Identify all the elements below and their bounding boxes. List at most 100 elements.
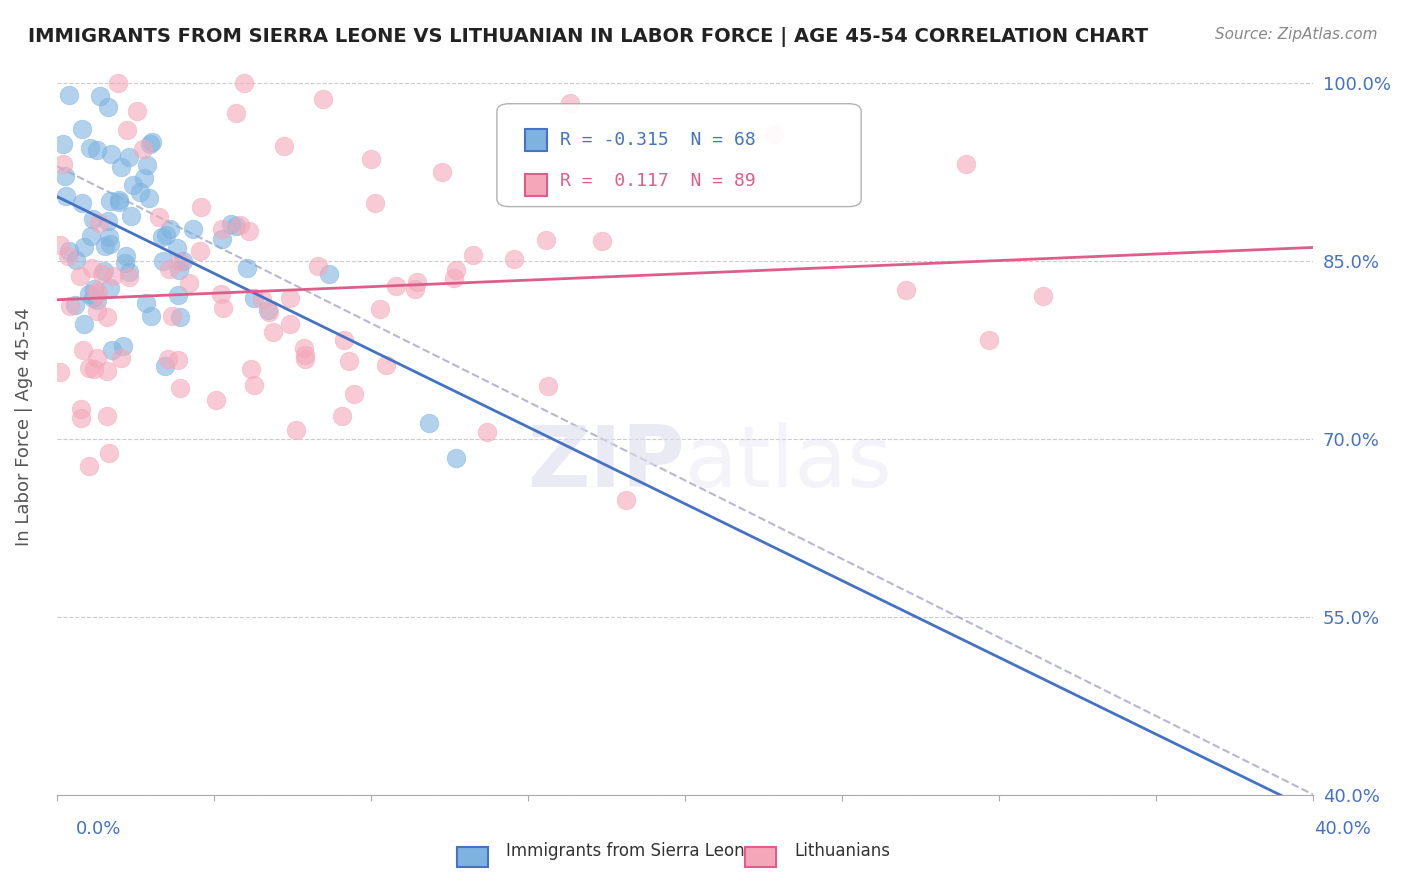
Point <box>49 365 72 379</box>
Point <box>430 164 453 178</box>
Point <box>141 309 163 323</box>
Point <box>98 281 121 295</box>
Point <box>418 416 440 430</box>
Point <box>58 249 80 263</box>
Point <box>148 210 170 224</box>
Point <box>65 298 87 312</box>
Text: ZIP: ZIP <box>527 423 685 506</box>
Point <box>294 352 316 367</box>
Point <box>503 252 526 266</box>
Point <box>132 142 155 156</box>
Point <box>534 233 557 247</box>
Point <box>100 236 122 251</box>
Point <box>156 352 179 367</box>
Text: 40.0%: 40.0% <box>1315 820 1371 838</box>
Point <box>55 169 77 184</box>
Point <box>221 218 243 232</box>
Point <box>292 341 315 355</box>
Point <box>141 136 163 150</box>
Text: Source: ZipAtlas.com: Source: ZipAtlas.com <box>1215 27 1378 42</box>
Point <box>94 239 117 253</box>
Point <box>312 92 335 106</box>
Point <box>59 299 82 313</box>
Point <box>152 254 174 268</box>
Point <box>360 152 382 166</box>
Y-axis label: In Labor Force | Age 45-54: In Labor Force | Age 45-54 <box>15 308 32 547</box>
Point <box>70 410 93 425</box>
Point <box>205 392 228 407</box>
Point <box>121 178 143 193</box>
Point <box>278 291 301 305</box>
Point <box>273 139 295 153</box>
Point <box>537 379 560 393</box>
Point <box>55 188 77 202</box>
Point <box>374 358 396 372</box>
Point <box>96 364 118 378</box>
Text: IMMIGRANTS FROM SIERRA LEONE VS LITHUANIAN IN LABOR FORCE | AGE 45-54 CORRELATIO: IMMIGRANTS FROM SIERRA LEONE VS LITHUANI… <box>28 27 1149 46</box>
Point <box>211 232 233 246</box>
Point <box>69 269 91 284</box>
Point <box>233 76 256 90</box>
Point <box>93 264 115 278</box>
Point <box>138 137 160 152</box>
Point <box>294 348 316 362</box>
Point <box>58 88 80 103</box>
Point <box>72 240 94 254</box>
Point <box>118 150 141 164</box>
Text: Immigrants from Sierra Leone: Immigrants from Sierra Leone <box>506 842 755 860</box>
FancyBboxPatch shape <box>496 103 860 207</box>
Point <box>250 292 273 306</box>
Point <box>86 293 108 307</box>
Point <box>977 333 1000 347</box>
Point <box>69 401 91 416</box>
Point <box>172 253 194 268</box>
Point <box>211 222 233 236</box>
Point <box>167 353 190 368</box>
Point <box>190 244 212 258</box>
Point <box>86 304 108 318</box>
Point <box>181 222 204 236</box>
Point <box>443 270 465 285</box>
Point <box>257 302 280 317</box>
FancyBboxPatch shape <box>524 129 547 152</box>
Point <box>129 185 152 199</box>
Point <box>98 445 121 459</box>
Point <box>100 147 122 161</box>
Point <box>77 458 100 473</box>
Point <box>114 255 136 269</box>
Point <box>262 326 284 340</box>
Point <box>80 229 103 244</box>
Point <box>330 409 353 423</box>
Point <box>385 278 408 293</box>
Point <box>242 291 264 305</box>
Point <box>364 196 387 211</box>
Point <box>368 302 391 317</box>
Point <box>169 310 191 325</box>
Point <box>110 161 132 175</box>
Point <box>86 351 108 365</box>
Point <box>98 194 121 209</box>
Point <box>225 219 247 234</box>
Point <box>446 450 468 465</box>
Point <box>87 286 110 301</box>
Point <box>118 265 141 279</box>
Point <box>337 354 360 368</box>
Point <box>167 263 190 277</box>
Point <box>333 333 356 347</box>
Point <box>134 170 156 185</box>
Point <box>150 230 173 244</box>
Point <box>103 269 125 284</box>
Point <box>236 261 259 276</box>
Point <box>91 267 114 281</box>
Point <box>52 136 75 151</box>
Point <box>243 378 266 392</box>
Point <box>89 89 111 103</box>
Point <box>135 158 157 172</box>
Point <box>111 339 134 353</box>
Point <box>153 359 176 373</box>
Point <box>307 259 329 273</box>
Point <box>89 216 111 230</box>
Point <box>404 282 426 296</box>
Point <box>343 387 366 401</box>
Point <box>121 209 143 223</box>
